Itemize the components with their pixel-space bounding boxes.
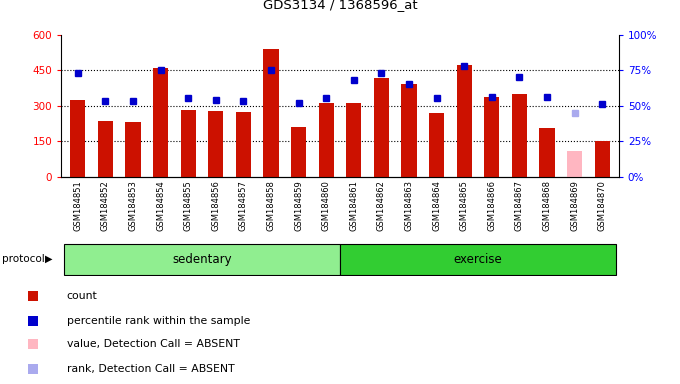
Bar — [539, 127, 555, 177]
Bar — [70, 100, 86, 177]
Text: GSM184870: GSM184870 — [598, 180, 607, 231]
Bar — [340, 244, 616, 275]
Text: GSM184867: GSM184867 — [515, 180, 524, 231]
Text: count: count — [67, 291, 97, 301]
Text: GSM184868: GSM184868 — [543, 180, 551, 231]
Text: GSM184866: GSM184866 — [488, 180, 496, 231]
Text: GSM184854: GSM184854 — [156, 180, 165, 231]
Bar — [319, 103, 334, 177]
Bar — [429, 113, 444, 177]
Text: GSM184859: GSM184859 — [294, 180, 303, 231]
Bar — [236, 112, 251, 177]
Bar — [64, 244, 340, 275]
Text: GSM184865: GSM184865 — [460, 180, 469, 231]
Bar — [291, 127, 306, 177]
Text: GSM184852: GSM184852 — [101, 180, 110, 231]
Text: GSM184860: GSM184860 — [322, 180, 330, 231]
Bar — [346, 103, 361, 177]
Bar — [401, 84, 417, 177]
Text: GSM184851: GSM184851 — [73, 180, 82, 231]
Text: value, Detection Call = ABSENT: value, Detection Call = ABSENT — [67, 339, 239, 349]
Text: GSM184855: GSM184855 — [184, 180, 192, 231]
Text: GSM184861: GSM184861 — [350, 180, 358, 231]
Bar — [374, 78, 389, 177]
Bar — [98, 121, 113, 177]
Text: GSM184856: GSM184856 — [211, 180, 220, 231]
Bar — [457, 65, 472, 177]
Text: GSM184863: GSM184863 — [405, 180, 413, 231]
Text: rank, Detection Call = ABSENT: rank, Detection Call = ABSENT — [67, 364, 235, 374]
Text: GSM184862: GSM184862 — [377, 180, 386, 231]
Bar — [567, 151, 582, 177]
Text: ▶: ▶ — [45, 254, 53, 264]
Bar — [153, 68, 168, 177]
Text: GDS3134 / 1368596_at: GDS3134 / 1368596_at — [262, 0, 418, 12]
Text: GSM184858: GSM184858 — [267, 180, 275, 231]
Text: GSM184869: GSM184869 — [570, 180, 579, 231]
Bar — [512, 94, 527, 177]
Text: exercise: exercise — [454, 253, 503, 266]
Bar — [263, 49, 279, 177]
Bar — [208, 111, 223, 177]
Text: GSM184857: GSM184857 — [239, 180, 248, 231]
Text: GSM184853: GSM184853 — [129, 180, 137, 231]
Bar — [484, 97, 499, 177]
Text: GSM184864: GSM184864 — [432, 180, 441, 231]
Text: protocol: protocol — [2, 254, 45, 264]
Text: sedentary: sedentary — [172, 253, 232, 266]
Bar — [181, 110, 196, 177]
Text: percentile rank within the sample: percentile rank within the sample — [67, 316, 250, 326]
Bar — [594, 141, 610, 177]
Bar — [125, 122, 141, 177]
